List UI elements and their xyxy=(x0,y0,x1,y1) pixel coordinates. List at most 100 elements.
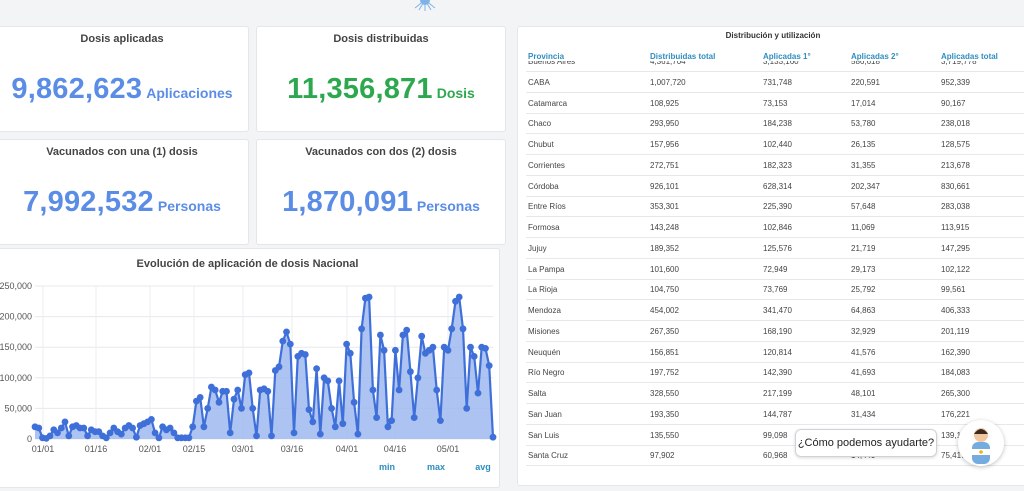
table-cell: 238,018 xyxy=(941,119,970,129)
x-tick-label: 01/01 xyxy=(32,444,55,454)
data-point xyxy=(54,429,61,437)
table-cell: 4,361,704 xyxy=(650,61,686,66)
table-row[interactable]: Córdoba 926,101 628,314 202,347 830,661 xyxy=(518,182,1024,208)
data-point xyxy=(204,405,212,412)
table-cell: 60,968 xyxy=(763,451,788,461)
table-cell: Formosa xyxy=(528,223,560,232)
table-cell: 272,751 xyxy=(650,160,679,170)
y-tick-label: 50,000 xyxy=(4,403,32,413)
row-divider xyxy=(526,154,1024,155)
table-row[interactable]: Jujuy 189,352 125,576 21,719 147,295 xyxy=(518,244,1024,270)
data-point xyxy=(46,432,54,440)
table-row[interactable]: Mendoza 454,002 341,470 64,863 406,333 xyxy=(518,306,1024,332)
y-tick-label: 250,000 xyxy=(0,281,32,291)
x-tick-label: 05/01 xyxy=(437,444,460,454)
distribution-table-card: Distribución y utilización Provincia Dist… xyxy=(517,26,1024,486)
table-row[interactable]: Corrientes 272,751 182,323 31,355 213,678 xyxy=(518,161,1024,187)
table-cell: Chubut xyxy=(528,140,554,149)
card-dosis-aplicadas: Dosis aplicadas 9,862,623 Aplicaciones xyxy=(0,26,249,132)
table-cell: 41,693 xyxy=(851,368,876,378)
table-cell: 168,190 xyxy=(763,326,792,336)
data-point xyxy=(358,325,365,333)
table-row[interactable]: Salta 328,550 217,199 48,101 265,300 xyxy=(518,389,1024,415)
table-row[interactable]: Chubut 157,956 102,440 26,135 128,575 xyxy=(518,140,1024,166)
data-point xyxy=(166,424,174,432)
table-row[interactable]: Formosa 143,248 102,846 11,069 113,915 xyxy=(518,223,1024,249)
data-point xyxy=(463,405,471,412)
table-row[interactable]: Catamarca 108,925 73,153 17,014 90,167 xyxy=(518,99,1024,125)
x-tick-label: 01/16 xyxy=(85,444,108,454)
data-point xyxy=(316,430,324,438)
table-row[interactable]: San Luis 135,550 99,098 139,1 xyxy=(518,431,1024,457)
x-tick-label: 02/01 xyxy=(139,444,162,454)
x-tick-label: 03/01 xyxy=(232,444,255,454)
table-row[interactable]: Entre Ríos 353,301 225,390 57,648 283,038 xyxy=(518,202,1024,228)
table-row[interactable]: Misiones 267,350 168,190 32,929 201,119 xyxy=(518,327,1024,353)
table-cell: 147,295 xyxy=(941,243,970,253)
table-cell: 176,221 xyxy=(941,409,970,419)
row-divider xyxy=(526,403,1024,404)
column-header[interactable]: Distribuidas total xyxy=(650,52,716,61)
table-cell: 341,470 xyxy=(763,306,792,315)
data-point xyxy=(234,386,242,394)
data-point xyxy=(365,293,373,301)
table-cell: 17,014 xyxy=(851,98,876,108)
stat-label-avg[interactable]: avg xyxy=(475,462,491,472)
stat-label-min[interactable]: min xyxy=(379,462,395,472)
data-point xyxy=(148,416,155,423)
table-row[interactable]: Neuquén 156,851 120,814 41,576 162,390 xyxy=(518,348,1024,374)
table-body[interactable]: Buenos Aires 4,361,704 3,133,160 586,618 3,7… xyxy=(518,61,1024,491)
table-row[interactable]: La Pampa 101,600 72,949 29,173 102,122 xyxy=(518,265,1024,291)
help-chat-bubble[interactable]: ¿Cómo podemos ayudarte? xyxy=(795,429,937,457)
table-row[interactable]: Chaco 293,950 184,238 53,780 238,018 xyxy=(518,119,1024,145)
table-row[interactable]: La Rioja 104,750 73,769 25,792 99,561 xyxy=(518,285,1024,311)
column-header[interactable]: Provincia xyxy=(528,52,565,61)
table-cell: Chaco xyxy=(528,119,552,129)
data-point xyxy=(437,417,444,424)
table-row[interactable]: Río Negro 197,752 142,390 41,693 184,083 xyxy=(518,368,1024,394)
sun-logo-icon xyxy=(414,0,436,11)
table-cell: 113,915 xyxy=(941,223,970,232)
row-divider xyxy=(526,216,1024,218)
data-point xyxy=(223,387,230,395)
table-cell: 25,792 xyxy=(851,285,876,295)
table-cell: 225,390 xyxy=(763,202,792,212)
stat-unit: Personas xyxy=(157,198,221,214)
column-header[interactable]: Aplicadas total xyxy=(941,52,998,61)
stat-label-max[interactable]: max xyxy=(427,462,445,472)
data-point xyxy=(384,423,392,431)
column-header[interactable]: Aplicadas 2° xyxy=(851,52,899,61)
dosis-chart[interactable]: 250,000 200,000 150,000 100,000 50,000 001/01… xyxy=(0,249,501,489)
data-point xyxy=(279,337,287,345)
help-chat-avatar-icon[interactable] xyxy=(958,420,1004,466)
table-row[interactable]: Buenos Aires 4,361,704 3,133,160 586,618 3,7… xyxy=(518,61,1024,83)
data-point xyxy=(185,434,193,442)
table-cell: CABA xyxy=(528,77,550,87)
data-point xyxy=(459,325,467,333)
card-vacunados-dos-dosis: Vacunados con dos (2) dosis 1,870,091 Per… xyxy=(256,139,506,245)
data-point xyxy=(305,406,313,413)
data-point xyxy=(380,346,388,354)
data-point xyxy=(249,405,257,412)
table-cell: 139,1 xyxy=(941,430,962,440)
table-cell: 90,167 xyxy=(941,98,966,108)
data-point xyxy=(350,398,358,406)
table-cell: 108,925 xyxy=(650,98,679,108)
data-point xyxy=(489,433,497,441)
data-point xyxy=(414,374,422,382)
data-point xyxy=(485,362,493,369)
row-divider xyxy=(526,174,1024,176)
table-cell: 142,390 xyxy=(763,368,792,378)
table-cell: 182,323 xyxy=(763,160,792,170)
table-cell: Buenos Aires xyxy=(528,61,576,66)
data-point xyxy=(283,328,290,336)
table-row[interactable]: San Juan 193,350 144,787 31,434 176,221 xyxy=(518,410,1024,436)
table-row[interactable]: CABA 1,007,720 731,748 220,591 952,339 xyxy=(518,78,1024,104)
data-point xyxy=(286,340,294,348)
table-cell: 135,550 xyxy=(650,430,679,440)
table-cell: Mendoza xyxy=(528,306,561,315)
data-point xyxy=(433,386,441,394)
table-cell: 454,002 xyxy=(650,306,679,315)
column-header[interactable]: Aplicadas 1° xyxy=(763,52,811,61)
